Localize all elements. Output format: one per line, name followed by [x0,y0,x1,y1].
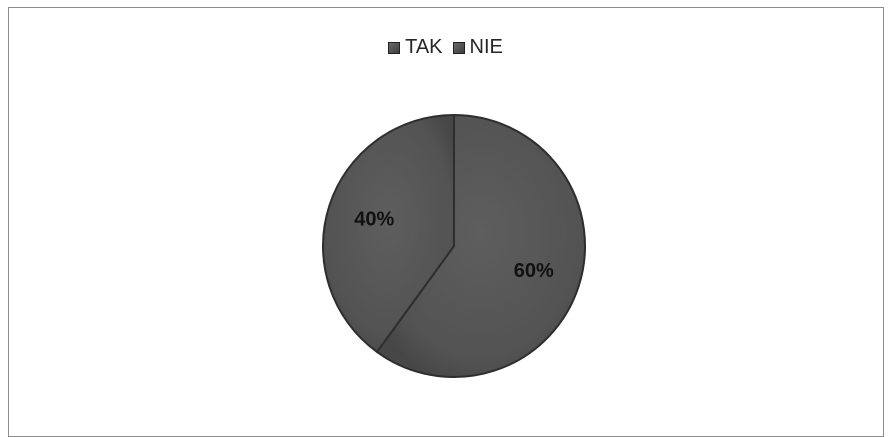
data-label-nie: 40% [354,208,394,230]
legend: TAK NIE [0,36,891,59]
pie-slice-tak [375,113,586,378]
legend-swatch-tak [388,41,401,54]
legend-swatch-nie [452,41,465,54]
pie-chart: 60% 40% [322,113,586,378]
pie-slice-nie [322,113,455,354]
legend-label-tak: TAK [405,36,443,58]
data-label-tak: 60% [514,260,554,282]
legend-item-nie: NIE [452,36,503,59]
legend-label-nie: NIE [469,36,503,58]
legend-item-tak: TAK [388,36,443,59]
